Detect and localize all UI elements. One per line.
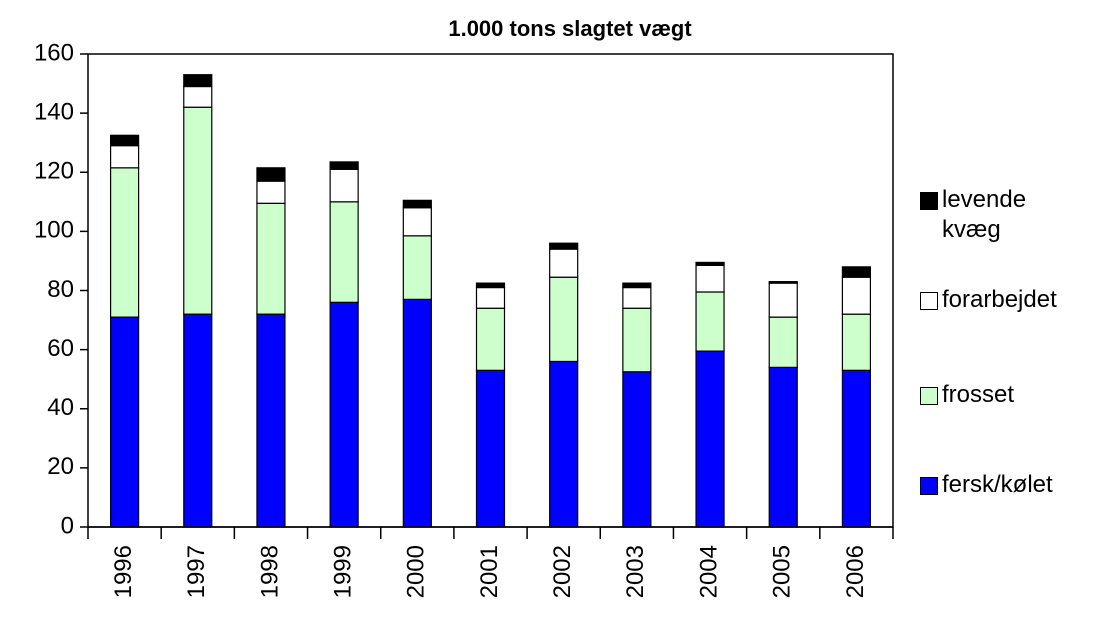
bar xyxy=(549,242,579,250)
bar xyxy=(256,167,286,182)
bar xyxy=(109,167,140,318)
bar xyxy=(256,313,286,528)
bar xyxy=(622,286,652,309)
x-tick-label: 1997 xyxy=(183,545,210,598)
legend-item: forarbejdet xyxy=(920,285,1057,315)
bar xyxy=(329,301,359,528)
bar xyxy=(183,106,213,315)
y-tick-label: 160 xyxy=(34,39,74,66)
bar xyxy=(329,168,359,203)
y-tick-label: 0 xyxy=(61,512,74,539)
bar xyxy=(402,235,432,300)
bar xyxy=(768,366,798,528)
x-tick-label: 2003 xyxy=(622,545,649,598)
bar xyxy=(768,282,798,318)
bar xyxy=(695,264,725,293)
legend-item: frosset xyxy=(920,380,1014,410)
x-tick-label: 2004 xyxy=(695,545,722,598)
bar xyxy=(841,266,872,278)
bar xyxy=(549,248,579,278)
y-tick-label: 100 xyxy=(34,217,74,244)
bar xyxy=(402,199,432,209)
x-tick-label: 2001 xyxy=(476,545,503,598)
chart-title: 1.000 tons slagtet vægt xyxy=(448,16,692,41)
bar xyxy=(256,180,286,204)
bar xyxy=(475,286,506,309)
bar xyxy=(109,316,140,528)
legend-swatch xyxy=(920,292,938,310)
legend-swatch xyxy=(920,192,938,210)
bar xyxy=(475,369,506,528)
bar xyxy=(841,276,872,315)
y-tick-label: 140 xyxy=(34,98,74,125)
bar xyxy=(183,85,213,108)
y-tick-label: 20 xyxy=(47,453,74,480)
bar xyxy=(622,282,652,289)
bar xyxy=(841,369,872,528)
x-tick-label: 1999 xyxy=(329,545,356,598)
legend-swatch xyxy=(920,477,938,495)
bar xyxy=(549,276,579,363)
bar xyxy=(109,134,140,147)
y-tick-label: 80 xyxy=(47,276,74,303)
bar xyxy=(402,298,432,528)
bar xyxy=(695,291,725,352)
bar xyxy=(183,74,213,88)
bar xyxy=(402,207,432,237)
legend-swatch xyxy=(920,387,938,405)
bar xyxy=(256,202,286,315)
legend-label: frosset xyxy=(942,381,1015,408)
bar xyxy=(475,282,506,289)
x-tick-label: 2002 xyxy=(549,545,576,598)
legend-label: forarbejdet xyxy=(942,286,1057,313)
bar xyxy=(329,201,359,303)
bar xyxy=(109,145,140,169)
bar xyxy=(841,313,872,371)
bar xyxy=(768,316,798,368)
bar xyxy=(183,313,213,528)
bar xyxy=(622,371,652,528)
bar xyxy=(622,307,652,373)
bar xyxy=(329,161,359,170)
x-tick-label: 1996 xyxy=(110,545,137,598)
y-tick-label: 60 xyxy=(47,335,74,362)
bar xyxy=(475,307,506,371)
bar xyxy=(695,261,725,266)
bar xyxy=(695,350,725,528)
x-tick-label: 1998 xyxy=(256,545,283,598)
y-tick-label: 120 xyxy=(34,158,74,185)
x-tick-label: 2006 xyxy=(842,545,869,598)
legend-label: fersk/kølet xyxy=(942,471,1053,498)
legend-label: levende kvæg xyxy=(942,186,1027,243)
legend-item: fersk/kølet xyxy=(920,470,1053,500)
legend-item: levende kvæg xyxy=(920,185,1042,245)
x-tick-label: 2005 xyxy=(769,545,796,598)
y-tick-label: 40 xyxy=(47,394,74,421)
x-tick-label: 2000 xyxy=(403,545,430,598)
bar xyxy=(768,281,798,284)
bar xyxy=(549,360,579,528)
